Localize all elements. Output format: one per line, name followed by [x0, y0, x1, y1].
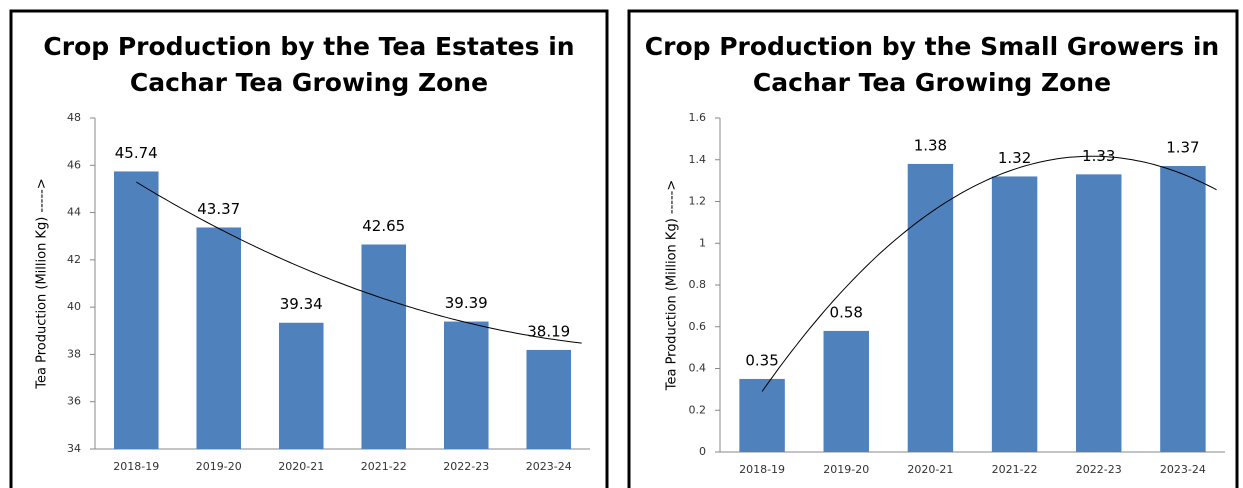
bar: [443, 321, 489, 449]
value-label: 42.65: [362, 217, 405, 235]
bar: [1076, 174, 1122, 453]
y-tick-label: 40: [67, 300, 81, 313]
value-label: 43.37: [197, 200, 240, 218]
trendline: [761, 155, 1217, 392]
x-tick-label: 2023-24: [1160, 463, 1206, 476]
panel-frame: [9, 9, 609, 488]
y-tick-label: 36: [67, 395, 81, 408]
x-tick-label: 2020-21: [278, 460, 324, 473]
chart-title: Crop Production by the Tea Estates in: [43, 32, 574, 61]
x-tick-label: 2022-23: [1076, 463, 1122, 476]
value-label: 0.35: [745, 351, 778, 369]
y-axis-label: Tea Production (Million Kg) ----->: [665, 180, 680, 392]
bar: [823, 330, 869, 452]
bar: [739, 378, 785, 452]
x-tick-label: 2019-20: [196, 460, 242, 473]
x-tick-label: 2023-24: [526, 460, 572, 473]
bar: [196, 227, 242, 449]
value-label: 1.32: [998, 149, 1031, 167]
x-tick-label: 2021-22: [361, 460, 407, 473]
bar: [361, 244, 407, 449]
value-label: 45.74: [115, 144, 158, 162]
x-tick-label: 2022-23: [443, 460, 489, 473]
y-tick-label: 1.4: [689, 153, 707, 166]
trendline: [136, 181, 582, 344]
panel-frame: [627, 9, 1239, 488]
y-tick-label: 0.2: [689, 403, 707, 416]
bar: [991, 176, 1038, 452]
value-label: 39.39: [445, 294, 488, 312]
y-tick-label: 0.8: [689, 278, 707, 291]
y-tick-label: 0.6: [689, 320, 707, 333]
value-label: 0.58: [830, 303, 863, 321]
x-tick-label: 2020-21: [907, 463, 953, 476]
value-label: 39.34: [280, 295, 323, 313]
bar: [1160, 166, 1206, 452]
y-tick-label: 0.4: [689, 362, 707, 375]
y-tick-label: 48: [67, 111, 81, 124]
chart-title: Crop Production by the Small Growers in: [645, 32, 1219, 61]
y-axis-label: Tea Production (Million Kg) ----->: [35, 178, 50, 390]
bar: [278, 322, 324, 449]
y-tick-label: 34: [67, 442, 81, 455]
bar: [526, 349, 572, 449]
value-label: 1.37: [1166, 139, 1199, 157]
bar: [907, 163, 954, 453]
x-tick-label: 2019-20: [823, 463, 869, 476]
y-tick-label: 38: [67, 347, 81, 360]
y-tick-label: 42: [67, 253, 81, 266]
chart-title: Cachar Tea Growing Zone: [130, 68, 488, 97]
y-tick-label: 46: [67, 158, 81, 171]
chart-title: Cachar Tea Growing Zone: [753, 68, 1111, 97]
value-label: 38.19: [527, 322, 570, 340]
x-tick-label: 2018-19: [113, 460, 159, 473]
y-tick-label: 1: [699, 236, 706, 249]
value-label: 1.38: [914, 136, 947, 154]
bar: [113, 171, 159, 449]
y-tick-label: 1.2: [689, 195, 707, 208]
y-tick-label: 1.6: [689, 111, 707, 124]
x-tick-label: 2018-19: [739, 463, 785, 476]
y-tick-label: 44: [67, 206, 81, 219]
x-tick-label: 2021-22: [992, 463, 1038, 476]
y-tick-label: 0: [699, 445, 706, 458]
